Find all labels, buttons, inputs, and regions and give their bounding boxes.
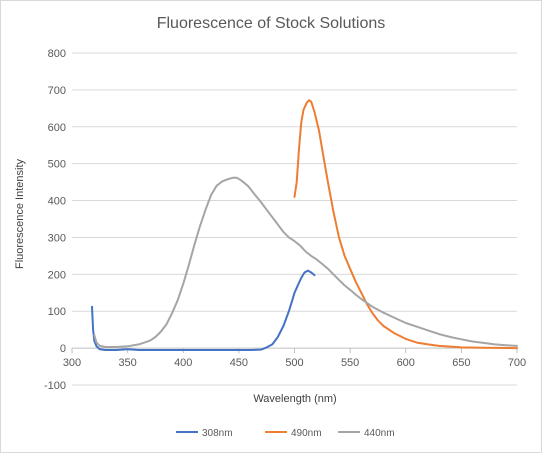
x-tick-label: 400 — [174, 357, 192, 369]
x-tick-label: 500 — [285, 357, 303, 369]
y-tick-label: 0 — [60, 343, 66, 355]
legend-label-440nm: 440nm — [364, 428, 395, 439]
y-tick-label: -100 — [44, 380, 66, 392]
y-axis-title: Fluorescence Intensity — [14, 158, 26, 269]
x-tick-label: 700 — [508, 357, 526, 369]
series-line-440nm — [93, 176, 518, 348]
legend: 308nm 490nm 440nm — [176, 428, 395, 439]
series-line-308nm — [91, 269, 316, 351]
chart-title: Fluorescence of Stock Solutions — [157, 15, 386, 32]
y-tick-label: 500 — [48, 159, 66, 171]
series-lines — [91, 99, 518, 351]
x-tick-label: 300 — [63, 357, 81, 369]
tick-labels: -100 0 100 200 300 400 500 600 700 800 300 350 400 45… — [44, 48, 526, 392]
x-tick-label: 650 — [452, 357, 470, 369]
x-tick-label: 600 — [397, 357, 415, 369]
y-tick-label: 800 — [48, 48, 66, 60]
y-tick-label: 400 — [48, 196, 66, 208]
legend-label-490nm: 490nm — [291, 428, 322, 439]
x-tick-label: 350 — [118, 357, 136, 369]
x-axis-title: Wavelength (nm) — [253, 393, 336, 405]
y-tick-label: 300 — [48, 232, 66, 244]
y-tick-label: 100 — [48, 306, 66, 318]
y-tick-label: 700 — [48, 85, 66, 97]
series-line-490nm — [293, 99, 518, 350]
x-tick-label: 550 — [341, 357, 359, 369]
gridlines — [72, 52, 517, 386]
y-tick-label: 600 — [48, 122, 66, 134]
x-tick-label: 450 — [230, 357, 248, 369]
legend-label-308nm: 308nm — [202, 428, 233, 439]
y-tick-label: 200 — [48, 269, 66, 281]
